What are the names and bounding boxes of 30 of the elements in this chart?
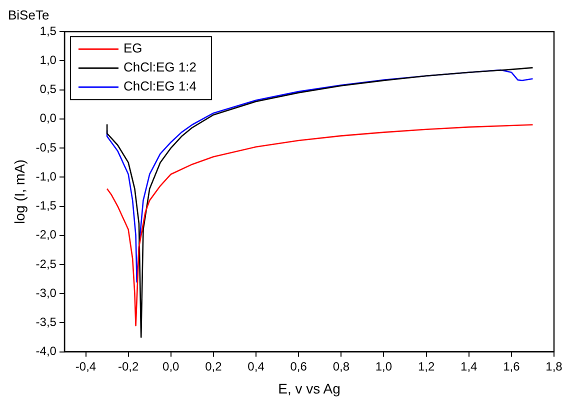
chart-title: BiSeTe: [8, 7, 50, 22]
y-axis-title: log (I, mA): [11, 159, 28, 224]
x-tick-label: 1,4: [460, 359, 478, 374]
y-tick-label: -2,5: [36, 256, 57, 271]
y-tick-label: -1,5: [36, 198, 57, 213]
y-tick-label: 1,0: [40, 53, 57, 68]
x-tick-label: -0,2: [118, 359, 139, 374]
x-tick-label: 0,6: [290, 359, 308, 374]
x-tick-label: 1,6: [503, 359, 520, 374]
x-axis-title: E, v vs Ag: [278, 380, 340, 396]
y-tick-label: -3,0: [36, 286, 57, 300]
y-tick-label: -0,5: [36, 140, 57, 154]
x-tick-label: 0,4: [248, 359, 265, 374]
x-tick-label: 1,2: [418, 359, 435, 374]
y-tick-label: 1,5: [40, 24, 57, 38]
legend-label: ChCl:EG 1:2: [123, 60, 196, 75]
x-tick-label: 1,8: [546, 359, 563, 374]
x-tick-label: 0,2: [205, 359, 222, 374]
y-tick-label: -3,5: [36, 315, 57, 330]
y-tick-label: 0,0: [40, 111, 57, 126]
y-tick-label: -1,0: [36, 169, 57, 184]
legend-label: EG: [123, 40, 142, 56]
y-tick-label: -4,0: [36, 344, 57, 358]
y-tick-label: 0,5: [40, 82, 57, 96]
x-tick-label: 1,0: [375, 359, 392, 374]
x-tick-label: 0,0: [162, 359, 180, 374]
x-tick-label: 0,8: [332, 359, 350, 374]
y-tick-label: -2,0: [36, 228, 57, 242]
x-tick-label: -0,4: [75, 359, 96, 374]
legend-label: ChCl:EG 1:4: [123, 78, 196, 94]
